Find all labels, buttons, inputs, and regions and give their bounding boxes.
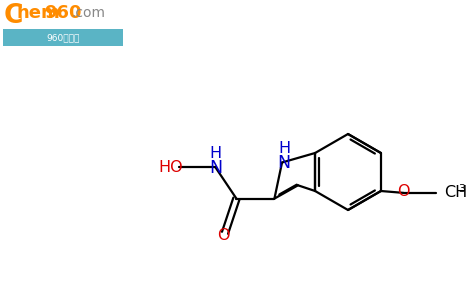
Text: 3: 3: [458, 184, 465, 194]
Text: .com: .com: [72, 6, 106, 20]
Text: O: O: [398, 184, 410, 200]
Text: 960化工网: 960化工网: [46, 33, 80, 42]
Bar: [3, 29, 123, 46]
Text: N: N: [277, 154, 291, 173]
Text: H: H: [210, 146, 221, 161]
Text: O: O: [217, 228, 229, 243]
Text: H: H: [278, 141, 290, 156]
Text: hem: hem: [17, 4, 61, 22]
Text: N: N: [209, 159, 222, 178]
Text: 960: 960: [44, 4, 82, 22]
Bar: [2, 2, 150, 46]
Text: C: C: [4, 3, 23, 29]
Text: CH: CH: [444, 185, 467, 200]
Text: HO: HO: [159, 160, 183, 175]
